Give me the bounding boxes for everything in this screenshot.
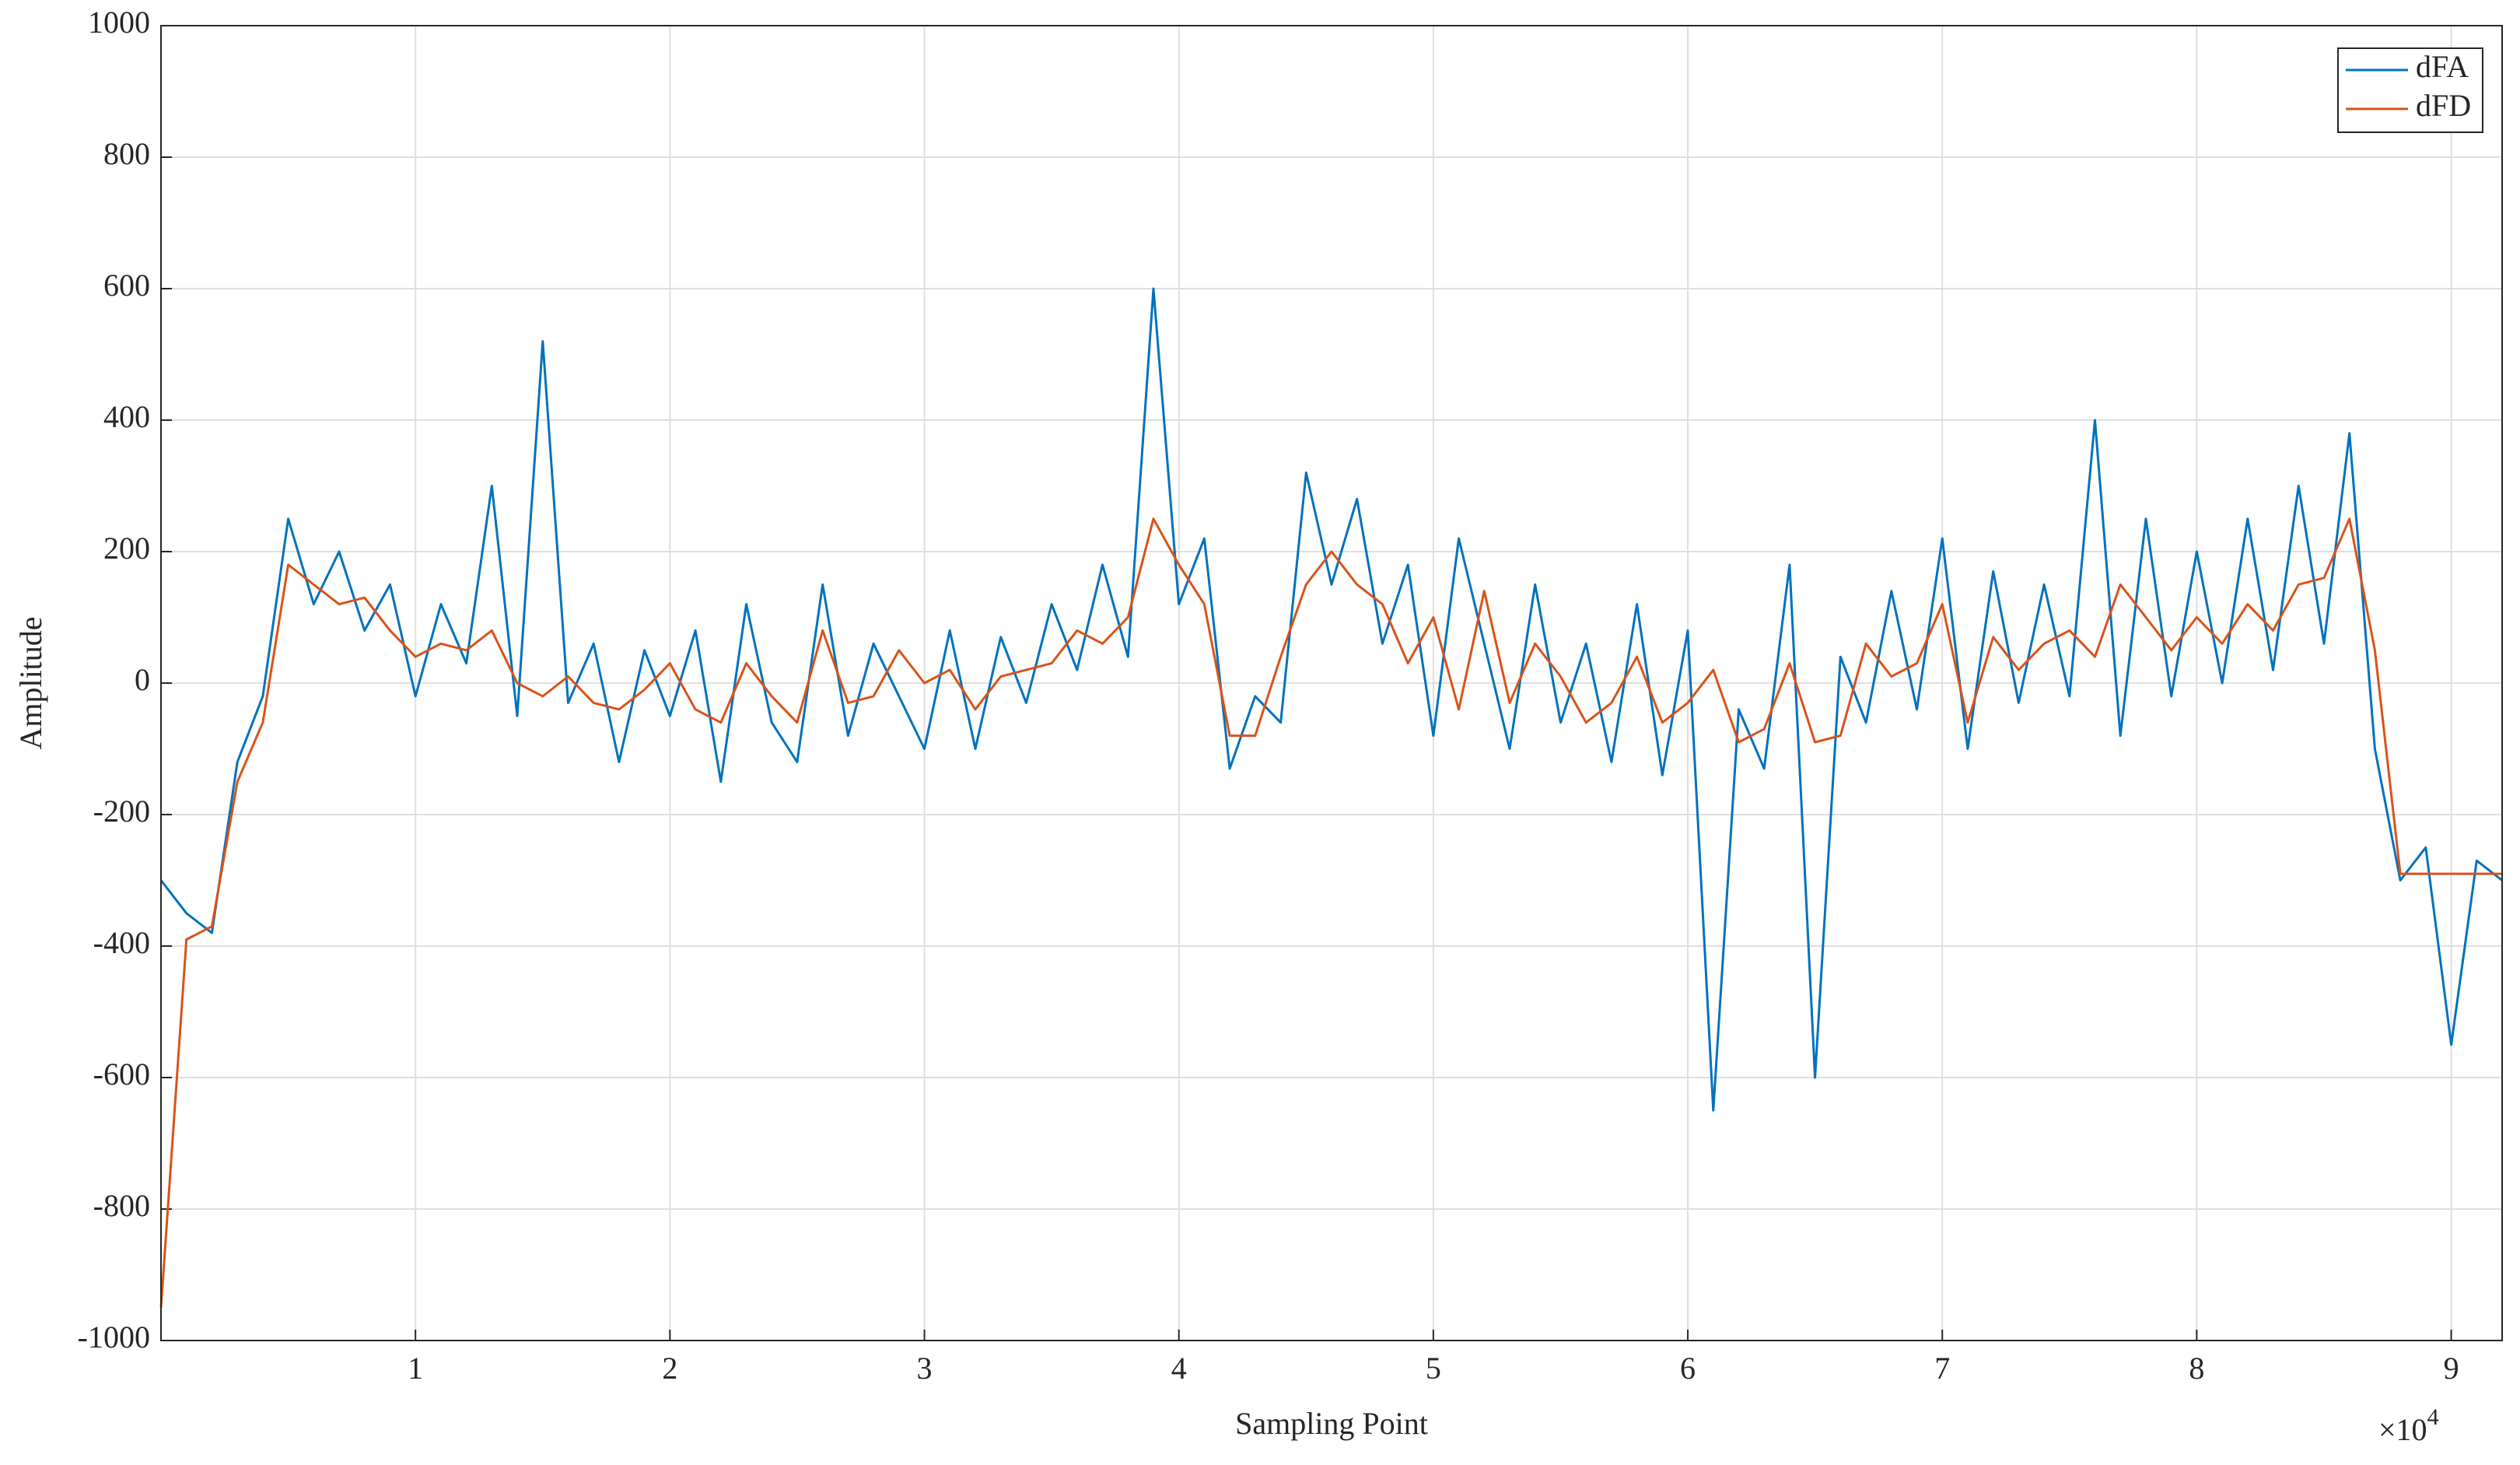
series-line (159, 287, 2503, 1112)
x-tick-label: 2 (662, 1351, 677, 1386)
legend-label: dFD (2416, 88, 2471, 123)
y-tick-label: -600 (93, 1057, 150, 1092)
x-tick-label: 5 (1426, 1351, 1441, 1386)
x-tick-label: 4 (1171, 1351, 1187, 1386)
x-axis-label: Sampling Point (1235, 1406, 1428, 1441)
x-multiplier-exponent: 4 (2427, 1404, 2439, 1430)
y-tick-label: -800 (93, 1188, 150, 1223)
axes-box (160, 25, 2503, 1341)
y-tick-label: 0 (135, 662, 150, 697)
x-tick-label: 3 (917, 1351, 933, 1386)
y-tick-label: 200 (103, 531, 150, 566)
x-tick-label: 1 (408, 1351, 423, 1386)
y-axis-label: Amplitude (13, 616, 48, 749)
y-tick-label: 1000 (88, 5, 150, 40)
y-tick-label: -400 (93, 925, 150, 960)
x-multiplier: ×104 (2378, 1404, 2439, 1447)
y-tick-label: 400 (103, 399, 150, 434)
y-tick-label: -1000 (78, 1320, 150, 1355)
x-multiplier-base: ×10 (2378, 1412, 2427, 1447)
x-tick-label: 9 (2444, 1351, 2459, 1386)
x-tick-label: 6 (1680, 1351, 1696, 1386)
legend-label: dFA (2416, 49, 2469, 84)
series-line (159, 517, 2502, 1308)
x-tick-label: 8 (2189, 1351, 2204, 1386)
y-tick-label: 600 (103, 268, 150, 303)
legend-box (2337, 47, 2483, 133)
y-tick-label: 800 (103, 136, 150, 171)
x-tick-label: 7 (1934, 1351, 1950, 1386)
y-tick-label: -200 (93, 794, 150, 829)
